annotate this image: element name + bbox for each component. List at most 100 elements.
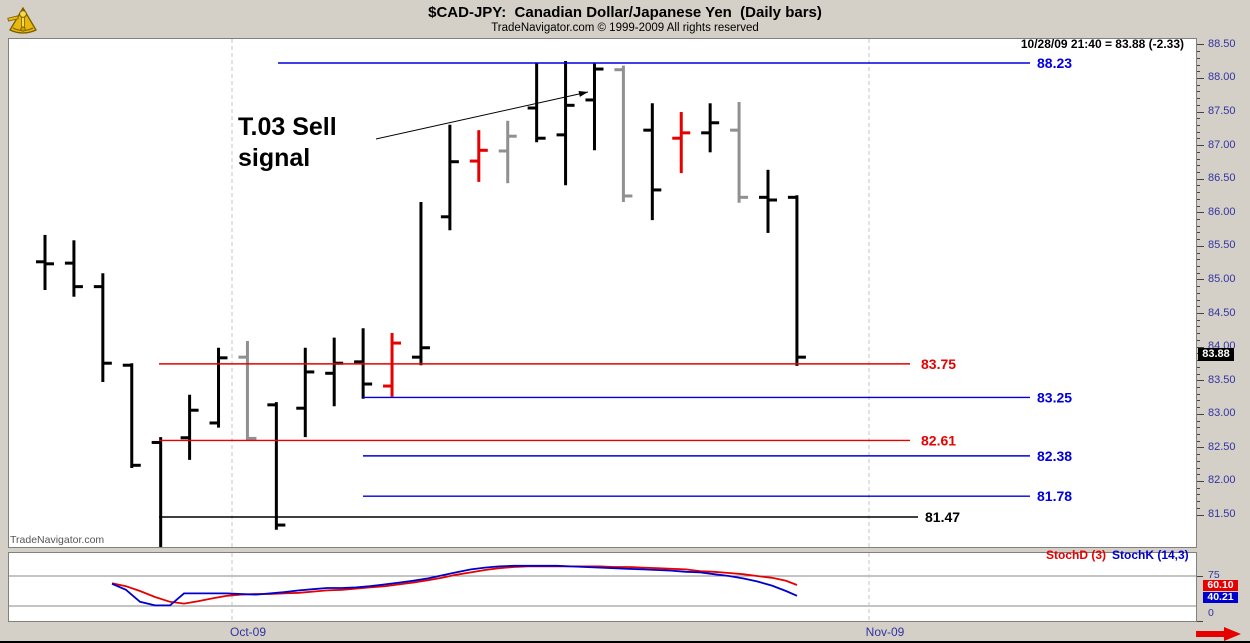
axis-tick-label: 85.00: [1208, 272, 1236, 285]
tradenavigator-logo: [7, 6, 37, 34]
axis-tick: [1197, 158, 1200, 160]
axis-tick: [1197, 232, 1200, 234]
axis-tick: [1197, 51, 1200, 53]
ohlc-bar: [64, 240, 83, 297]
date-axis: Oct-09 Nov-09: [0, 622, 1250, 641]
ohlc-bar: [643, 103, 662, 221]
axis-tick: [1197, 326, 1200, 328]
axis-tick: [1197, 178, 1204, 180]
axis-tick: [1197, 366, 1200, 368]
axis-tick: [1197, 400, 1200, 402]
axis-tick: [1197, 474, 1200, 476]
axis-tick: [1197, 467, 1200, 469]
axis-tick: [1197, 346, 1204, 348]
stoch-axis-label: 75: [1208, 569, 1220, 581]
axis-tick-label: 84.50: [1208, 306, 1236, 319]
axis-tick: [1197, 172, 1200, 173]
annotation-arrow-line: [375, 91, 589, 140]
axis-tick: [1197, 84, 1200, 86]
price-chart-panel[interactable]: 88.23 83.75 83.25 82.61 82.38 81.78 81.47: [8, 38, 1197, 548]
axis-tick-label: 82.50: [1208, 440, 1236, 453]
month-label: Oct-09: [229, 625, 267, 639]
stochk-legend-label[interactable]: StochK (14,3): [1112, 548, 1189, 562]
axis-tick: [1197, 393, 1200, 395]
axis-tick-label: 88.50: [1208, 37, 1236, 50]
ohlc-bar: [383, 332, 402, 397]
ohlc-bar: [556, 60, 575, 186]
axis-tick-label: 86.50: [1208, 172, 1236, 185]
axis-tick: [1197, 292, 1200, 294]
axis-tick: [1197, 165, 1200, 167]
price-level-label: 81.78: [1037, 488, 1072, 504]
ohlc-bar: [527, 63, 546, 143]
sell-signal-line1: T.03 Sell: [238, 113, 337, 141]
axis-tick: [1197, 266, 1200, 267]
ohlc-bar: [411, 202, 430, 366]
axis-tick: [1197, 480, 1204, 482]
axis-tick: [1197, 91, 1200, 93]
axis-tick: [1197, 440, 1200, 442]
scroll-right-arrow[interactable]: [1196, 627, 1242, 641]
axis-tick-label: 81.50: [1208, 508, 1236, 520]
stochastic-canvas[interactable]: [9, 553, 1196, 621]
axis-tick: [1197, 427, 1200, 429]
axis-tick: [1197, 212, 1204, 214]
axis-tick: [1197, 333, 1200, 335]
axis-tick: [1197, 219, 1200, 220]
price-level-label: 83.25: [1037, 389, 1072, 405]
axis-tick: [1197, 138, 1200, 140]
axis-tick: [1197, 460, 1200, 462]
sell-signal-annotation: T.03 Sell signal: [238, 112, 337, 174]
axis-tick-label: 87.00: [1208, 138, 1236, 151]
ohlc-bar: [701, 103, 720, 153]
axis-tick: [1197, 413, 1204, 415]
axis-tick: [1197, 131, 1200, 133]
ohlc-bar: [787, 195, 806, 366]
ohlc-bar: [498, 120, 517, 184]
ohlc-bar: [296, 347, 315, 438]
stoch-axis-tick: [1197, 576, 1203, 577]
price-level-label: 81.47: [925, 509, 960, 525]
axis-tick: [1197, 118, 1200, 120]
axis-tick: [1197, 433, 1200, 435]
axis-tick: [1197, 514, 1204, 516]
last-quote-readout: 10/28/09 21:40 = 83.88 (-2.33): [1020, 37, 1184, 51]
watermark: TradeNavigator.com: [10, 534, 105, 546]
axis-tick: [1197, 259, 1200, 261]
axis-tick: [1197, 145, 1204, 147]
axis-tick: [1197, 225, 1200, 227]
axis-tick: [1197, 252, 1200, 254]
stochd-legend-label[interactable]: StochD (3): [1046, 548, 1106, 562]
axis-tick: [1197, 239, 1200, 241]
axis-tick-label: 83.50: [1208, 373, 1236, 386]
axis-tick: [1197, 104, 1200, 106]
axis-tick: [1197, 319, 1200, 321]
axis-tick: [1197, 507, 1200, 509]
axis-tick: [1197, 386, 1200, 388]
axis-tick: [1197, 286, 1200, 288]
axis-tick: [1197, 245, 1204, 247]
chart-title: $CAD-JPY: Canadian Dollar/Japanese Yen (…: [428, 4, 822, 21]
annotation-arrow-head: [578, 91, 588, 97]
stochk-line: [111, 564, 798, 607]
axis-tick: [1197, 420, 1200, 422]
ohlc-bar: [151, 437, 163, 547]
axis-tick: [1197, 71, 1200, 73]
stochastic-panel[interactable]: [8, 552, 1197, 622]
axis-tick: [1197, 373, 1200, 375]
axis-tick-label: 86.00: [1208, 205, 1236, 218]
axis-tick: [1197, 313, 1204, 314]
ohlc-bar: [238, 341, 257, 441]
axis-tick: [1197, 306, 1200, 308]
stochd-value-badge: 60.10: [1203, 580, 1238, 591]
price-chart-canvas[interactable]: 88.23 83.75 83.25 82.61 82.38 81.78 81.47: [9, 39, 1196, 547]
axis-tick: [1197, 64, 1200, 66]
axis-tick: [1197, 487, 1200, 489]
ohlc-bar: [585, 63, 604, 151]
ohlc-bar: [614, 65, 633, 203]
axis-tick: [1197, 125, 1200, 126]
ohlc-bar: [440, 124, 459, 231]
axis-tick: [1197, 279, 1204, 281]
axis-tick: [1197, 454, 1200, 455]
